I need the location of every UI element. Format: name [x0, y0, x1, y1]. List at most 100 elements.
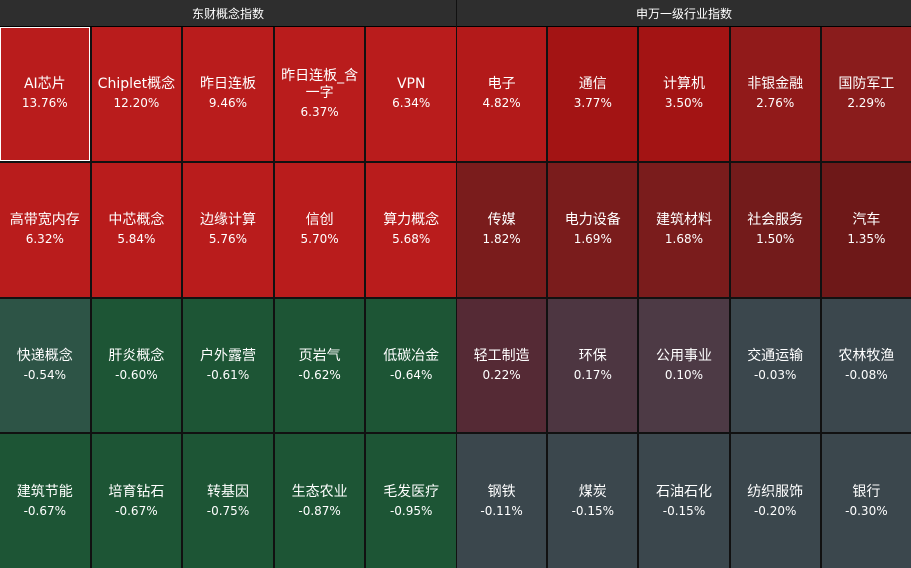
heatmap-tile[interactable]: 中芯概念 5.84% [91, 162, 182, 297]
tile-name: 肝炎概念 [108, 347, 165, 364]
tile-name: 边缘计算 [199, 212, 256, 229]
tile-change-percent: 12.20% [113, 96, 160, 111]
heatmap-tile[interactable]: 算力概念 5.68% [366, 162, 456, 297]
tile-name: 社会服务 [747, 212, 804, 229]
heatmap-tile[interactable]: 纺织服饰 -0.20% [730, 434, 820, 568]
tile-name: 快递概念 [16, 347, 73, 364]
tile-name: 农林牧渔 [838, 347, 895, 364]
heatmap-tile[interactable]: 传媒 1.82% [457, 162, 547, 297]
tile-change-percent: -0.15% [662, 503, 706, 518]
heatmap-tile[interactable]: 高带宽内存 6.32% [0, 162, 90, 297]
tile-change-percent: -0.95% [389, 503, 433, 518]
heatmap-tile[interactable]: 钢铁 -0.11% [457, 434, 547, 568]
tile-name: 环保 [578, 347, 607, 364]
tile-name: 页岩气 [298, 347, 341, 364]
heatmap-tile[interactable]: 信创 5.70% [274, 162, 365, 297]
tile-name: 昨日连板_含一字 [281, 67, 359, 101]
heatmap-tile[interactable]: 公用事业 0.10% [639, 298, 729, 433]
tile-name: 中芯概念 [108, 212, 165, 229]
tile-change-percent: -0.20% [753, 503, 797, 518]
heatmap-tile[interactable]: 农林牧渔 -0.08% [821, 298, 911, 433]
tile-change-percent: 1.69% [573, 232, 612, 247]
industry-index-panel: 申万一级行业指数 电子 4.82% 通信 3.77% 计算机 3.50% 非银金融 2.76%… [457, 0, 911, 568]
heatmap-tile[interactable]: 低碳冶金 -0.64% [366, 298, 456, 433]
tile-name: 建筑材料 [655, 212, 712, 229]
tile-change-percent: 5.84% [117, 232, 156, 247]
heatmap-tile[interactable]: 社会服务 1.50% [730, 162, 820, 297]
tile-name: 毛发医疗 [383, 483, 440, 500]
tile-name: 培育钻石 [108, 483, 165, 500]
heatmap-tile[interactable]: 汽车 1.35% [821, 162, 911, 297]
tile-name: 高带宽内存 [9, 212, 80, 229]
tile-change-percent: 1.68% [664, 232, 704, 247]
tile-change-percent: 5.70% [300, 232, 339, 247]
heatmap-tile[interactable]: 建筑材料 1.68% [639, 162, 729, 297]
tile-change-percent: -0.30% [845, 503, 888, 518]
tile-change-percent: 9.46% [208, 96, 248, 111]
heatmap-tile[interactable]: 户外露营 -0.61% [183, 298, 273, 433]
concept-index-panel: 东财概念指数 AI芯片 13.76% Chiplet概念 12.20% 昨日连板 9.46… [0, 0, 456, 568]
tile-name: 生态农业 [291, 483, 348, 500]
heatmap-tile[interactable]: 电子 4.82% [457, 27, 547, 161]
heatmap-tile[interactable]: 银行 -0.30% [821, 434, 911, 568]
tile-name: 算力概念 [383, 212, 440, 229]
heatmap-tile[interactable]: 培育钻石 -0.67% [91, 434, 182, 568]
tile-change-percent: 3.50% [664, 96, 704, 111]
tile-name: 钢铁 [487, 483, 516, 500]
heatmap-tile[interactable]: 环保 0.17% [548, 298, 638, 433]
tile-change-percent: 2.76% [756, 96, 795, 111]
concept-index-grid: AI芯片 13.76% Chiplet概念 12.20% 昨日连板 9.46% 昨日连板_含… [0, 27, 456, 568]
tile-change-percent: -0.67% [23, 503, 67, 518]
heatmap-tile[interactable]: 昨日连板 9.46% [183, 27, 273, 161]
heatmap-tile[interactable]: 石油石化 -0.15% [639, 434, 729, 568]
heatmap-tile[interactable]: 交通运输 -0.03% [730, 298, 820, 433]
tile-change-percent: 6.32% [25, 232, 64, 247]
tile-name: 公用事业 [655, 347, 712, 364]
heatmap-tile[interactable]: 边缘计算 5.76% [183, 162, 273, 297]
heatmap-tile[interactable]: 煤炭 -0.15% [548, 434, 638, 568]
tile-name: Chiplet概念 [97, 76, 176, 93]
tile-name: 轻工制造 [473, 347, 530, 364]
tile-change-percent: -0.60% [115, 367, 158, 382]
heatmap-tile[interactable]: AI芯片 13.76% [0, 27, 90, 161]
industry-index-header: 申万一级行业指数 [457, 0, 911, 27]
tile-name: 建筑节能 [16, 483, 73, 500]
heatmap-tile[interactable]: VPN 6.34% [366, 27, 456, 161]
heatmap-tile[interactable]: 转基因 -0.75% [183, 434, 273, 568]
tile-name: 煤炭 [578, 483, 607, 500]
heatmap-tile[interactable]: 轻工制造 0.22% [457, 298, 547, 433]
heatmap-tile[interactable]: 非银金融 2.76% [730, 27, 820, 161]
tile-name: 传媒 [487, 212, 516, 229]
tile-name: 非银金融 [747, 76, 804, 93]
tile-name: AI芯片 [23, 76, 66, 93]
heatmap-tile[interactable]: Chiplet概念 12.20% [91, 27, 182, 161]
heatmap-tile[interactable]: 毛发医疗 -0.95% [366, 434, 456, 568]
tile-name: 交通运输 [747, 347, 804, 364]
heatmap-tile[interactable]: 计算机 3.50% [639, 27, 729, 161]
heatmap-tile[interactable]: 生态农业 -0.87% [274, 434, 365, 568]
tile-name: 低碳冶金 [383, 347, 440, 364]
tile-change-percent: -0.08% [845, 367, 888, 382]
heatmap-tile[interactable]: 电力设备 1.69% [548, 162, 638, 297]
tile-name: 信创 [305, 212, 334, 229]
heatmap-tile[interactable]: 页岩气 -0.62% [274, 298, 365, 433]
heatmap-tile[interactable]: 昨日连板_含一字 6.37% [274, 27, 365, 161]
tile-change-percent: 6.34% [392, 96, 431, 111]
heatmap-tile[interactable]: 快递概念 -0.54% [0, 298, 90, 433]
heatmap-tile[interactable]: 肝炎概念 -0.60% [91, 298, 182, 433]
tile-name: 纺织服饰 [747, 483, 804, 500]
heatmap-tile[interactable]: 国防军工 2.29% [821, 27, 911, 161]
heatmap-tile[interactable]: 通信 3.77% [548, 27, 638, 161]
tile-change-percent: -0.75% [206, 503, 250, 518]
tile-change-percent: -0.67% [115, 503, 158, 518]
tile-change-percent: -0.15% [571, 503, 615, 518]
heatmap-tile[interactable]: 建筑节能 -0.67% [0, 434, 90, 568]
tile-change-percent: 6.37% [300, 104, 339, 119]
tile-name: VPN [396, 76, 426, 93]
tile-change-percent: -0.11% [480, 503, 523, 518]
tile-change-percent: 5.68% [392, 232, 431, 247]
tile-change-percent: 0.22% [482, 367, 521, 382]
tile-change-percent: 1.50% [756, 232, 795, 247]
tile-change-percent: 5.76% [208, 232, 248, 247]
